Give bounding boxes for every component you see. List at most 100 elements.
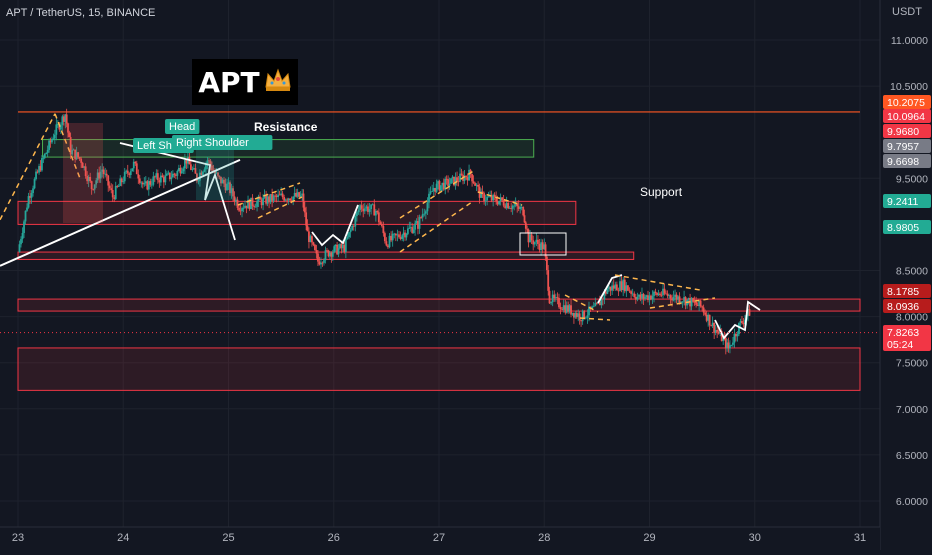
candle-body (241, 208, 243, 212)
candle-body (253, 206, 255, 207)
candle-body (257, 196, 260, 202)
candle-body (538, 243, 541, 251)
candle-body (217, 172, 219, 176)
candle-body (383, 233, 386, 242)
candle-body (732, 342, 734, 345)
candle-body (625, 285, 628, 292)
candle-body (414, 223, 416, 230)
candle-body (412, 229, 415, 233)
candle-body (289, 198, 292, 201)
time-tick: 25 (222, 532, 234, 544)
candle-body (69, 137, 72, 155)
candle-body (220, 176, 222, 184)
price-marker (883, 109, 931, 123)
candle-body (72, 149, 75, 151)
price-marker-label: 8.0936 (887, 301, 919, 313)
candle-body (251, 197, 254, 207)
candle-body (312, 242, 315, 245)
candle-body (92, 189, 95, 190)
candle-body (329, 252, 331, 257)
candle-body (444, 178, 447, 190)
candle-body (242, 207, 245, 209)
candle-body (107, 175, 110, 186)
candle-body (173, 173, 176, 175)
candle-body (562, 305, 565, 310)
candle-body (101, 169, 104, 172)
pattern-dash-line (399, 201, 473, 253)
candle-body (49, 140, 52, 143)
candle-body (284, 199, 287, 201)
candle-body (176, 170, 179, 176)
candle-body (707, 314, 710, 321)
candle-body (114, 186, 117, 200)
candle-body (223, 179, 225, 184)
candle-body (62, 116, 65, 122)
candle-body (174, 174, 177, 176)
candle-body (59, 124, 62, 130)
shoulder-box (63, 123, 103, 223)
candle-body (370, 204, 373, 210)
candle-body (487, 196, 490, 198)
candle-body (547, 270, 550, 291)
candle-body (630, 291, 632, 294)
candle-body (89, 176, 92, 182)
candle-body (729, 345, 731, 349)
candle-body (435, 183, 438, 192)
candle-body (99, 171, 102, 179)
candle-body (306, 225, 309, 232)
candle-body (272, 195, 275, 201)
candle-body (333, 246, 336, 253)
candle-body (363, 208, 366, 212)
candle-body (352, 225, 355, 227)
candle-body (463, 175, 466, 181)
candle-body (451, 176, 454, 179)
candle-body (90, 181, 93, 190)
candle-body (167, 172, 170, 174)
candle-body (164, 175, 167, 183)
candle-body (331, 252, 334, 257)
candle-body (126, 170, 129, 174)
price-marker (883, 154, 931, 168)
candle-body (747, 309, 749, 317)
candle-body (411, 227, 414, 233)
candle-body (206, 160, 209, 164)
candle-body (205, 163, 207, 170)
price-marker-label: 7.8263 (887, 327, 919, 339)
candle-body (483, 193, 486, 202)
candle-body (388, 235, 391, 248)
projection-arrow (119, 142, 236, 241)
candle-body (671, 298, 673, 301)
candle-body (18, 244, 21, 253)
candle-body (39, 166, 42, 171)
candle-body (290, 200, 293, 202)
candle-body (315, 250, 318, 254)
time-tick: 27 (433, 532, 445, 544)
price-currency: USDT (892, 6, 922, 18)
candle-body (277, 194, 280, 198)
candle-body (648, 295, 651, 301)
candle-body (454, 177, 457, 186)
candle-body (30, 193, 33, 198)
candle-body (695, 301, 698, 305)
candle-body (486, 196, 489, 201)
candle-body (480, 191, 482, 198)
candle-body (123, 171, 126, 182)
candle-body (668, 295, 670, 297)
support-label: Support (640, 185, 683, 199)
candle-body (67, 123, 69, 133)
candle-body (116, 186, 119, 187)
candle-body (32, 188, 34, 194)
candle-body (36, 171, 39, 173)
pattern-dash-line (237, 182, 301, 206)
price-marker (883, 284, 931, 298)
candle-body (194, 168, 197, 174)
candle-body (360, 205, 363, 209)
candle-body (344, 238, 347, 252)
candle-body (326, 250, 328, 252)
candle-body (42, 157, 45, 159)
candle-body (95, 180, 98, 185)
right-shoulder-label-text: Right Shoulder (176, 137, 249, 149)
candle-body (48, 140, 50, 150)
